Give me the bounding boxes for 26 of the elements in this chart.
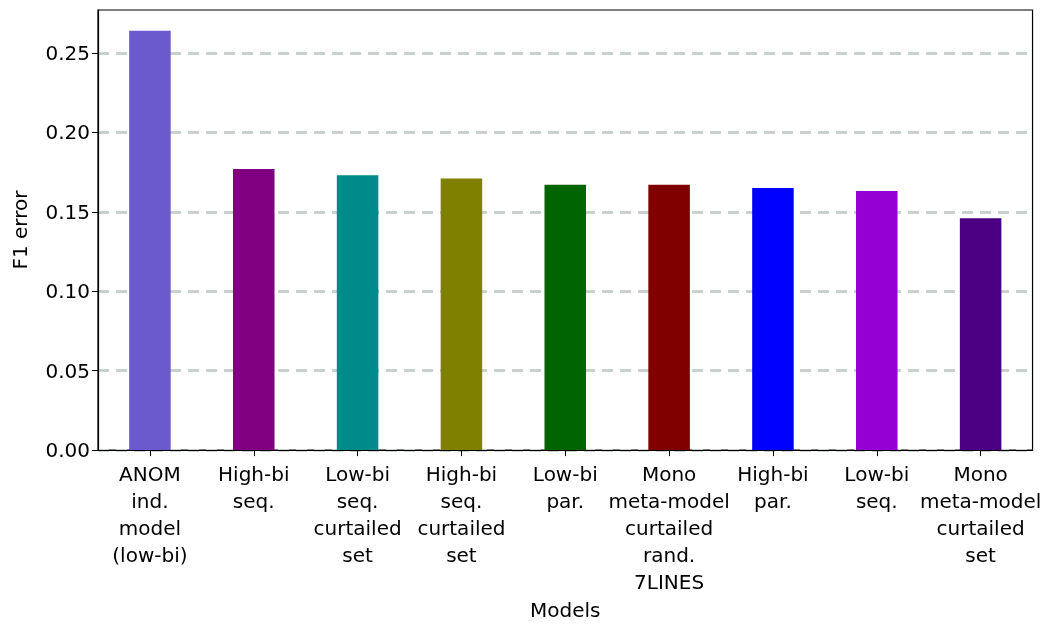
bar	[959, 218, 1002, 451]
x-axis-title: Models	[530, 598, 601, 622]
bar	[232, 168, 275, 451]
y-axis-title: F1 error	[8, 189, 32, 270]
x-tick-label: High-bi par.	[737, 461, 809, 513]
x-tick-label: Low-bi seq. curtailed set	[313, 461, 402, 567]
y-tick-label: 0.05	[45, 358, 90, 383]
bar	[648, 184, 690, 451]
x-tick-label: Mono meta-model curtailed rand. 7LINES	[608, 461, 730, 594]
y-tick-label: 0.20	[45, 120, 90, 145]
y-tick-label: 0.10	[45, 279, 90, 304]
bar	[440, 178, 483, 451]
y-tick-label: 0.00	[45, 438, 90, 463]
y-tick-label: 0.25	[45, 40, 90, 65]
bar	[856, 191, 898, 451]
x-tick-label: High-bi seq.	[218, 461, 290, 513]
bar	[336, 175, 379, 451]
bar	[752, 187, 794, 451]
x-tick-label: ANOM ind. model (low-bi)	[112, 461, 188, 567]
x-tick-label: High-bi seq. curtailed set	[417, 461, 506, 567]
bar	[544, 184, 587, 451]
x-tick-label: Low-bi seq.	[844, 461, 910, 513]
x-tick-label: Low-bi par.	[532, 461, 598, 513]
x-tick-label: Mono meta-model curtailed set	[919, 461, 1042, 567]
bar	[129, 30, 171, 451]
y-tick-label: 0.15	[45, 199, 90, 224]
